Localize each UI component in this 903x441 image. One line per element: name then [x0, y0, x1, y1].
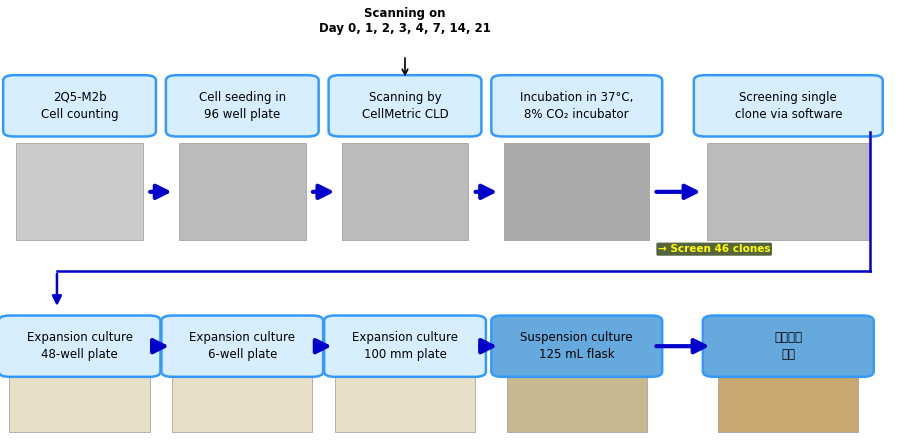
Text: Incubation in 37°C,
8% CO₂ incubator: Incubation in 37°C, 8% CO₂ incubator — [519, 91, 633, 121]
Text: → Screen 46 clones: → Screen 46 clones — [657, 244, 769, 254]
Text: Scanning on
Day 0, 1, 2, 3, 4, 7, 14, 21: Scanning on Day 0, 1, 2, 3, 4, 7, 14, 21 — [319, 7, 490, 34]
Text: Expansion culture
48-well plate: Expansion culture 48-well plate — [26, 331, 133, 361]
FancyBboxPatch shape — [166, 75, 319, 137]
FancyBboxPatch shape — [694, 75, 881, 137]
FancyBboxPatch shape — [491, 75, 661, 137]
Text: Expansion culture
6-well plate: Expansion culture 6-well plate — [189, 331, 295, 361]
FancyBboxPatch shape — [3, 75, 155, 137]
Text: Scanning by
CellMetric CLD: Scanning by CellMetric CLD — [361, 91, 448, 121]
FancyBboxPatch shape — [706, 143, 869, 240]
Text: 발현확인
배양: 발현확인 배양 — [774, 331, 801, 361]
FancyBboxPatch shape — [329, 75, 481, 137]
FancyBboxPatch shape — [16, 143, 143, 240]
Text: Cell seeding in
96 well plate: Cell seeding in 96 well plate — [199, 91, 285, 121]
FancyBboxPatch shape — [323, 316, 486, 377]
Text: 2Q5-M2b
Cell counting: 2Q5-M2b Cell counting — [41, 91, 118, 121]
Text: Screening single
clone via software: Screening single clone via software — [734, 91, 841, 121]
FancyBboxPatch shape — [341, 143, 468, 240]
FancyBboxPatch shape — [718, 375, 858, 432]
FancyBboxPatch shape — [504, 143, 648, 240]
FancyBboxPatch shape — [0, 316, 161, 377]
FancyBboxPatch shape — [491, 316, 661, 377]
FancyBboxPatch shape — [703, 316, 872, 377]
Text: Suspension culture
125 mL flask: Suspension culture 125 mL flask — [520, 331, 632, 361]
FancyBboxPatch shape — [9, 375, 149, 432]
FancyBboxPatch shape — [179, 143, 305, 240]
FancyBboxPatch shape — [172, 375, 312, 432]
FancyBboxPatch shape — [161, 316, 323, 377]
Text: Expansion culture
100 mm plate: Expansion culture 100 mm plate — [351, 331, 458, 361]
FancyBboxPatch shape — [334, 375, 475, 432]
FancyBboxPatch shape — [506, 375, 647, 432]
